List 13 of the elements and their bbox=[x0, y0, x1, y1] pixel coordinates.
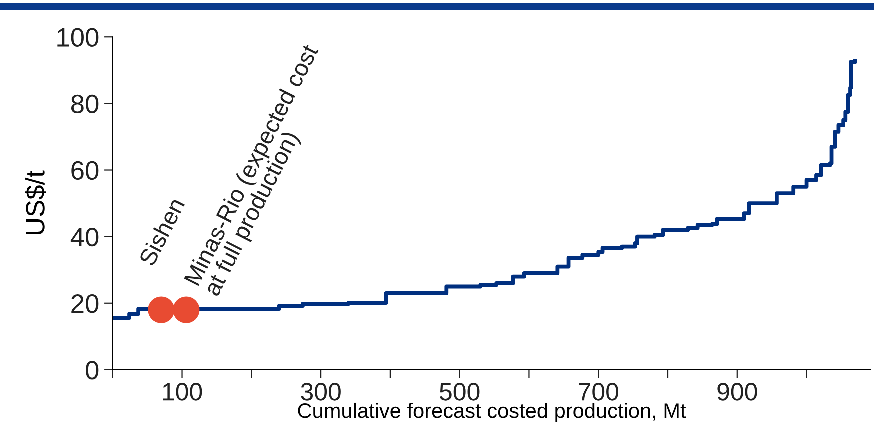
y-tick-label: 20 bbox=[72, 294, 99, 314]
y-tick-label: 0 bbox=[86, 361, 99, 380]
x-axis-title: Cumulative forecast costed production, Mt bbox=[298, 402, 686, 422]
x-tick-label: 700 bbox=[579, 383, 618, 401]
y-tick-label: 80 bbox=[71, 94, 99, 114]
x-tick-label: 100 bbox=[163, 383, 202, 401]
y-tick-label: 40 bbox=[70, 228, 99, 247]
x-tick-label: 300 bbox=[301, 383, 341, 401]
x-tick-label: 900 bbox=[718, 383, 758, 401]
y-tick-label: 60 bbox=[72, 161, 99, 180]
y-tick-label: 100 bbox=[58, 28, 99, 47]
x-tick-label: 500 bbox=[440, 383, 480, 401]
y-axis-title: US$/t bbox=[25, 170, 46, 235]
